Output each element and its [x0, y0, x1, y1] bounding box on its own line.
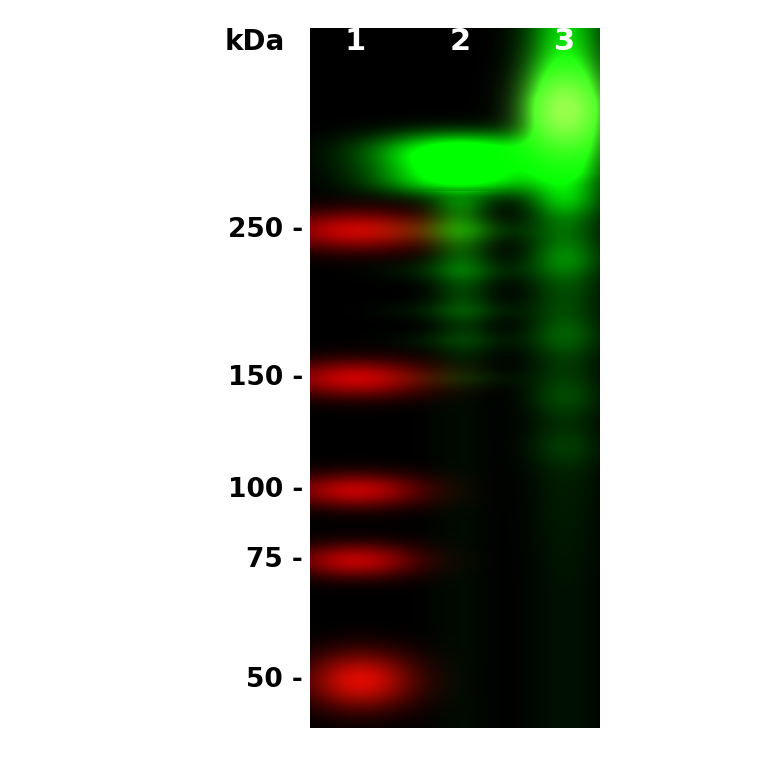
- Text: 3: 3: [555, 28, 575, 57]
- Text: 100 -: 100 -: [228, 477, 303, 503]
- Text: 75 -: 75 -: [246, 547, 303, 573]
- Text: 2: 2: [449, 28, 471, 57]
- Text: 250 -: 250 -: [228, 217, 303, 243]
- Text: 150 -: 150 -: [228, 365, 303, 391]
- Text: 50 -: 50 -: [246, 667, 303, 693]
- Text: 1: 1: [345, 28, 366, 57]
- Text: kDa: kDa: [225, 28, 285, 56]
